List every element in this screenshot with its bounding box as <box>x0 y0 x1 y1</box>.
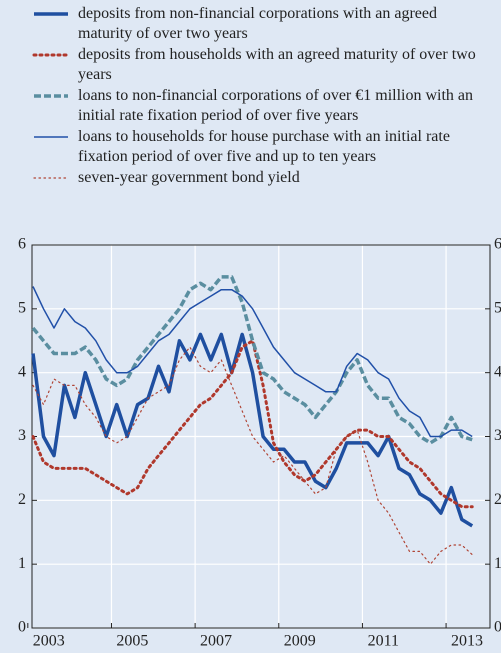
legend-label: loans to non-financial corporations of o… <box>78 87 474 124</box>
y2-tick-label: 1 <box>494 555 501 572</box>
y-tick-label: 1 <box>18 555 26 572</box>
x-tick-label: 2013 <box>451 633 483 650</box>
legend-entry: deposits from households with an agreed … <box>0 45 478 85</box>
y-tick-label: 0 <box>18 619 26 636</box>
legend-entry: seven-year government bond yield <box>0 168 478 188</box>
legend-swatch <box>34 12 68 16</box>
y-tick-label: 6 <box>18 236 26 253</box>
legend-swatch <box>34 136 68 138</box>
series-line <box>31 339 474 509</box>
legend-label: deposits from non-financial corporations… <box>78 5 437 42</box>
x-tick-label: 2005 <box>116 633 148 650</box>
y2-tick-label: 6 <box>494 236 501 253</box>
legend: deposits from non-financial corporations… <box>0 4 501 189</box>
legend-swatch <box>34 94 68 98</box>
series-line <box>32 346 473 565</box>
y2-tick-label: 4 <box>494 363 501 380</box>
y-tick-label: 2 <box>18 491 26 508</box>
x-tick-label: 2011 <box>368 633 399 650</box>
y2-tick-label: 0 <box>494 619 501 636</box>
legend-entry: loans to non-financial corporations of o… <box>0 86 478 126</box>
y-tick-label: 5 <box>18 300 26 317</box>
x-tick-label: 2007 <box>200 633 232 650</box>
y2-tick-label: 2 <box>494 491 501 508</box>
series-line <box>31 275 473 445</box>
legend-entry: loans to households for house purchase w… <box>0 127 478 167</box>
y2-tick-label: 5 <box>494 300 501 317</box>
series-line <box>32 286 473 438</box>
x-tick-label: 2009 <box>284 633 316 650</box>
legend-label: seven-year government bond yield <box>78 169 300 186</box>
series-line <box>31 332 474 528</box>
legend-label: deposits from households with an agreed … <box>78 46 476 83</box>
y2-tick-label: 3 <box>494 427 501 444</box>
legend-entry: deposits from non-financial corporations… <box>0 4 478 44</box>
legend-swatch <box>32 53 70 57</box>
x-tick-label: 2003 <box>33 633 65 650</box>
y-tick-label: 4 <box>18 363 26 380</box>
legend-label: loans to households for house purchase w… <box>78 128 450 165</box>
y-tick-label: 3 <box>18 427 26 444</box>
legend-swatch <box>33 177 69 179</box>
